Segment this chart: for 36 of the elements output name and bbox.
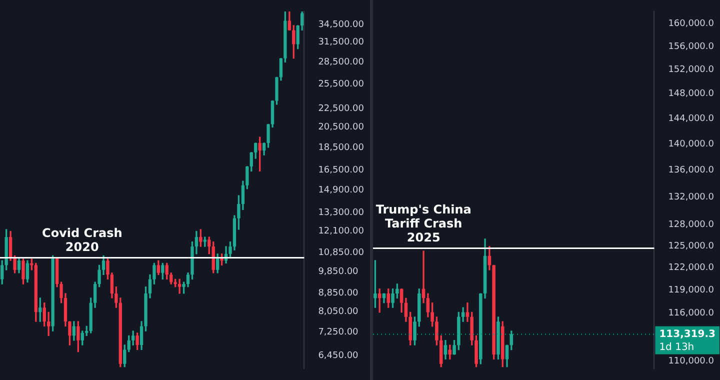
y-tick-label: 8,850.00 [318, 288, 359, 298]
y-tick-label: 8,050.00 [318, 307, 359, 318]
ref-line-label: 113,319.3 [659, 328, 716, 340]
y-tick-label: 144,000.0 [668, 114, 714, 124]
y-tick-label: 28,500.00 [318, 57, 364, 68]
y-tick-label: 132,000.0 [668, 192, 714, 202]
y-tick-label: 125,000.0 [668, 241, 714, 252]
y-tick-label: 9,850.00 [318, 267, 359, 278]
y-tick-label: 152,000.0 [668, 65, 714, 76]
y-tick-label: 20,500.00 [318, 122, 364, 133]
y-tick-label: 16,500.00 [318, 165, 364, 176]
ref-line-label: Covid Crash 2020 [42, 226, 122, 254]
y-tick-label: 119,000.0 [668, 286, 714, 296]
y-tick-label: 136,000.0 [668, 165, 714, 176]
y-tick-label: 156,000.0 [668, 42, 714, 52]
y-tick-label: 14,900.00 [318, 185, 364, 196]
y-tick-label: 12,100.00 [318, 226, 364, 237]
y-tick-label: 140,000.0 [668, 139, 714, 150]
y-tick-label: 6,450.00 [318, 350, 359, 361]
y-tick-label: 22,500.00 [318, 104, 364, 114]
y-tick-label: 128,000.0 [668, 220, 714, 230]
y-tick-label: 122,000.0 [668, 263, 714, 274]
y-tick-label: 34,500.00 [318, 20, 364, 30]
y-tick-label: 13,300.00 [318, 208, 364, 218]
y-tick-label: 148,000.0 [668, 89, 714, 100]
y-tick-label: 116,000.0 [668, 308, 714, 319]
y-tick-label: 10,850.00 [318, 248, 364, 258]
candlestick [178, 278, 182, 294]
y-tick-label: 110,000.0 [668, 356, 714, 366]
y-tick-label: 160,000.0 [668, 19, 714, 30]
y-tick-label: 7,250.00 [318, 328, 359, 338]
text: 1d 13h [659, 342, 694, 353]
ref-line-label: Trump's China Tariff Crash 2025 [376, 202, 472, 244]
y-tick-label: 31,500.00 [318, 38, 364, 48]
y-tick-label: 25,500.00 [318, 79, 364, 90]
y-tick-label: 18,500.00 [318, 142, 364, 153]
